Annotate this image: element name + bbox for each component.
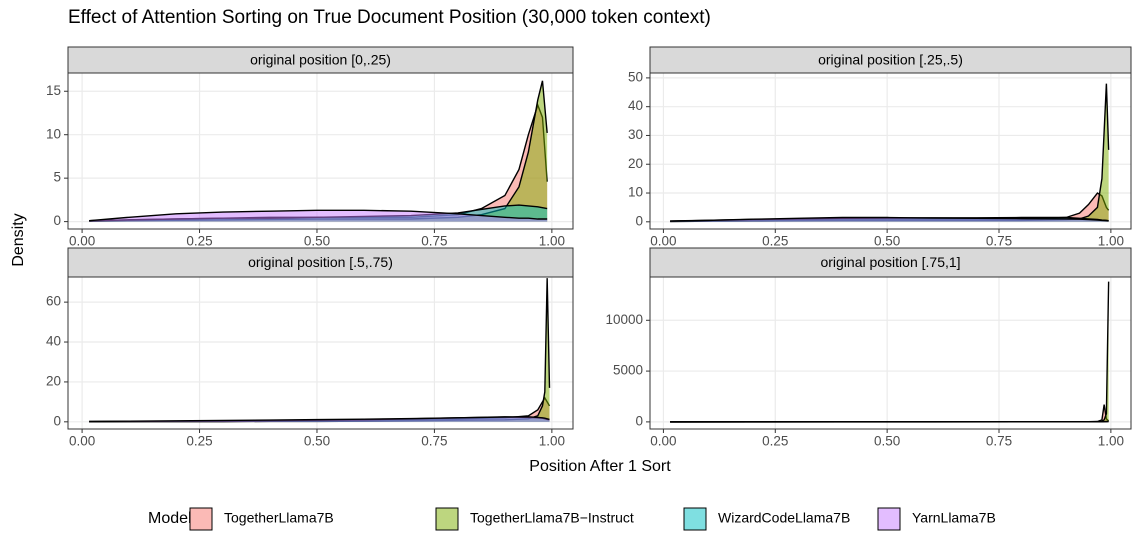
strip-label: original position [.75,1] — [820, 254, 960, 270]
density-line — [89, 209, 548, 222]
x-tick-label: 0.50 — [874, 434, 900, 449]
strip-label: original position [0,.25) — [250, 52, 391, 68]
y-tick-label: 0 — [53, 413, 61, 428]
legend-key — [189, 507, 213, 531]
legend-label: TogetherLlama7B — [224, 510, 334, 526]
x-tick-label: 1.00 — [1098, 234, 1124, 249]
y-tick-label: 0 — [53, 213, 61, 228]
legend-key — [435, 507, 459, 531]
x-tick-label: 0.75 — [421, 234, 447, 249]
strip — [649, 46, 1132, 74]
legend-label: WizardCodeLlama7B — [718, 510, 850, 526]
x-tick-label: 0.00 — [650, 234, 676, 249]
y-tick-label: 5 — [53, 170, 61, 185]
legend-title: Model — [148, 510, 192, 527]
y-tick-label: 40 — [46, 334, 61, 349]
x-tick-label: 0.00 — [69, 434, 95, 449]
x-tick-label: 0.50 — [304, 434, 330, 449]
x-tick-label: 0.50 — [304, 234, 330, 249]
x-tick-label: 0.25 — [186, 434, 212, 449]
y-tick-label: 10 — [628, 185, 643, 200]
density-line — [670, 216, 1109, 222]
legend-key — [877, 507, 901, 531]
panel-background — [650, 73, 1131, 229]
y-tick-label: 40 — [628, 98, 643, 113]
x-tick-label: 0.25 — [186, 234, 212, 249]
y-tick-label: 10 — [46, 126, 61, 141]
y-tick-label: 50 — [628, 69, 643, 84]
panel-background — [68, 277, 573, 429]
panel-background — [68, 73, 573, 229]
panel-border — [649, 276, 1132, 430]
density-fill — [89, 416, 550, 422]
chart-title: Effect of Attention Sorting on True Docu… — [68, 7, 711, 28]
x-tick-label: 1.00 — [539, 234, 565, 249]
y-tick-label: 5000 — [613, 363, 643, 378]
x-tick-label: 0.25 — [762, 234, 788, 249]
strip — [67, 46, 574, 74]
x-tick-label: 1.00 — [539, 434, 565, 449]
legend-label: YarnLlama7B — [912, 510, 996, 526]
y-tick-label: 20 — [628, 156, 643, 171]
y-tick-label: 10000 — [605, 312, 643, 327]
y-tick-label: 0 — [635, 213, 643, 228]
x-tick-label: 0.00 — [69, 234, 95, 249]
x-tick-label: 0.75 — [986, 434, 1012, 449]
panel-border — [67, 276, 574, 430]
y-axis-title: Density — [10, 213, 27, 266]
legend-key — [683, 507, 707, 531]
panel-border — [649, 72, 1132, 230]
strip-label: original position [.5,.75) — [248, 254, 393, 270]
y-tick-label: 20 — [46, 373, 61, 388]
y-tick-label: 60 — [46, 294, 61, 309]
x-tick-label: 0.25 — [762, 434, 788, 449]
y-tick-label: 15 — [46, 83, 61, 98]
x-tick-label: 0.50 — [874, 234, 900, 249]
panel-border — [67, 72, 574, 230]
x-axis-title: Position After 1 Sort — [529, 458, 671, 475]
x-tick-label: 1.00 — [1098, 434, 1124, 449]
strip — [67, 247, 574, 278]
y-tick-label: 30 — [628, 127, 643, 142]
strip-label: original position [.25,.5) — [818, 52, 963, 68]
x-tick-label: 0.75 — [421, 434, 447, 449]
legend-label: TogetherLlama7B−Instruct — [470, 510, 634, 526]
y-tick-label: 0 — [635, 413, 643, 428]
x-tick-label: 0.75 — [986, 234, 1012, 249]
density-line — [89, 416, 550, 423]
panel-background — [650, 277, 1131, 429]
x-tick-label: 0.00 — [650, 434, 676, 449]
